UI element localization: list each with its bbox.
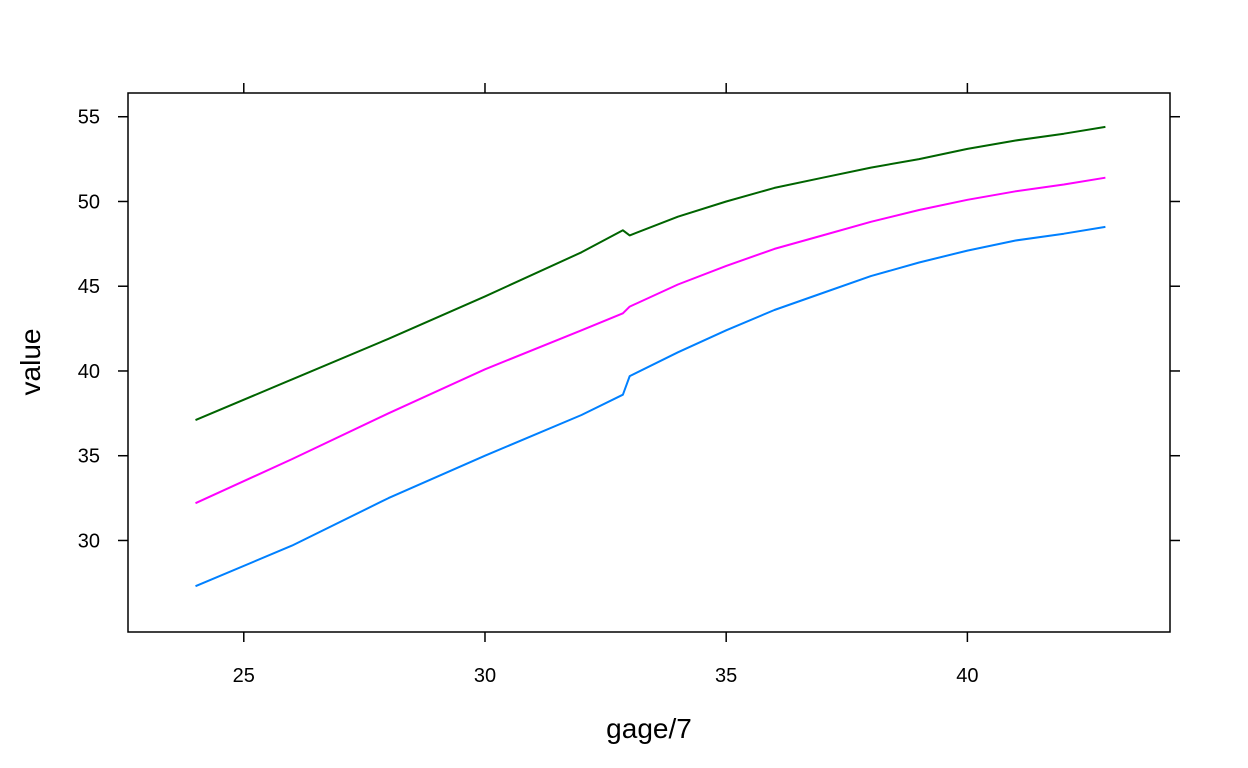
y-tick-label: 55 (78, 107, 100, 129)
series-line-1 (195, 125, 1106, 422)
series-line-3 (195, 225, 1106, 588)
x-tick-label: 30 (474, 665, 496, 687)
y-tick-label: 45 (78, 276, 100, 298)
x-tick-label: 40 (956, 665, 978, 687)
y-tick-label: 40 (78, 361, 100, 383)
y-tick-label: 50 (78, 191, 100, 213)
axes-layer: 25 30 35 40 30 35 40 45 50 55 (78, 83, 1180, 687)
plot-frame (127, 92, 1171, 633)
y-axis-title: value (15, 329, 46, 396)
x-tick-label: 35 (715, 665, 737, 687)
y-tick-label: 30 (78, 530, 100, 552)
x-tick-label: 25 (233, 665, 255, 687)
x-axis-title: gage/7 (606, 713, 692, 744)
y-tick-label: 35 (78, 446, 100, 468)
series-layer (195, 125, 1106, 588)
series-line-2 (195, 176, 1106, 505)
